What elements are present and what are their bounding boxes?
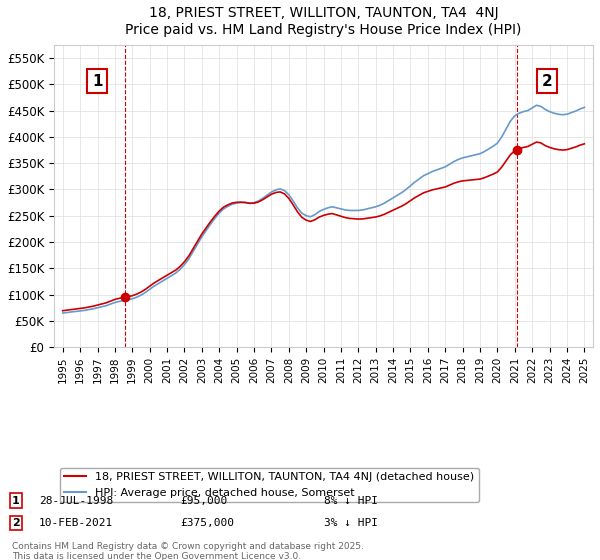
Text: 3% ↓ HPI: 3% ↓ HPI <box>324 518 378 528</box>
Text: 2: 2 <box>12 518 20 528</box>
Text: 8% ↓ HPI: 8% ↓ HPI <box>324 496 378 506</box>
Text: 10-FEB-2021: 10-FEB-2021 <box>39 518 113 528</box>
Title: 18, PRIEST STREET, WILLITON, TAUNTON, TA4  4NJ
Price paid vs. HM Land Registry's: 18, PRIEST STREET, WILLITON, TAUNTON, TA… <box>125 7 522 37</box>
Text: £375,000: £375,000 <box>180 518 234 528</box>
Text: Contains HM Land Registry data © Crown copyright and database right 2025.
This d: Contains HM Land Registry data © Crown c… <box>12 542 364 560</box>
Text: 28-JUL-1998: 28-JUL-1998 <box>39 496 113 506</box>
Legend: 18, PRIEST STREET, WILLITON, TAUNTON, TA4 4NJ (detached house), HPI: Average pri: 18, PRIEST STREET, WILLITON, TAUNTON, TA… <box>59 468 479 502</box>
Text: £95,000: £95,000 <box>180 496 227 506</box>
Text: 1: 1 <box>92 73 103 88</box>
Text: 2: 2 <box>542 73 553 88</box>
Text: 1: 1 <box>12 496 20 506</box>
